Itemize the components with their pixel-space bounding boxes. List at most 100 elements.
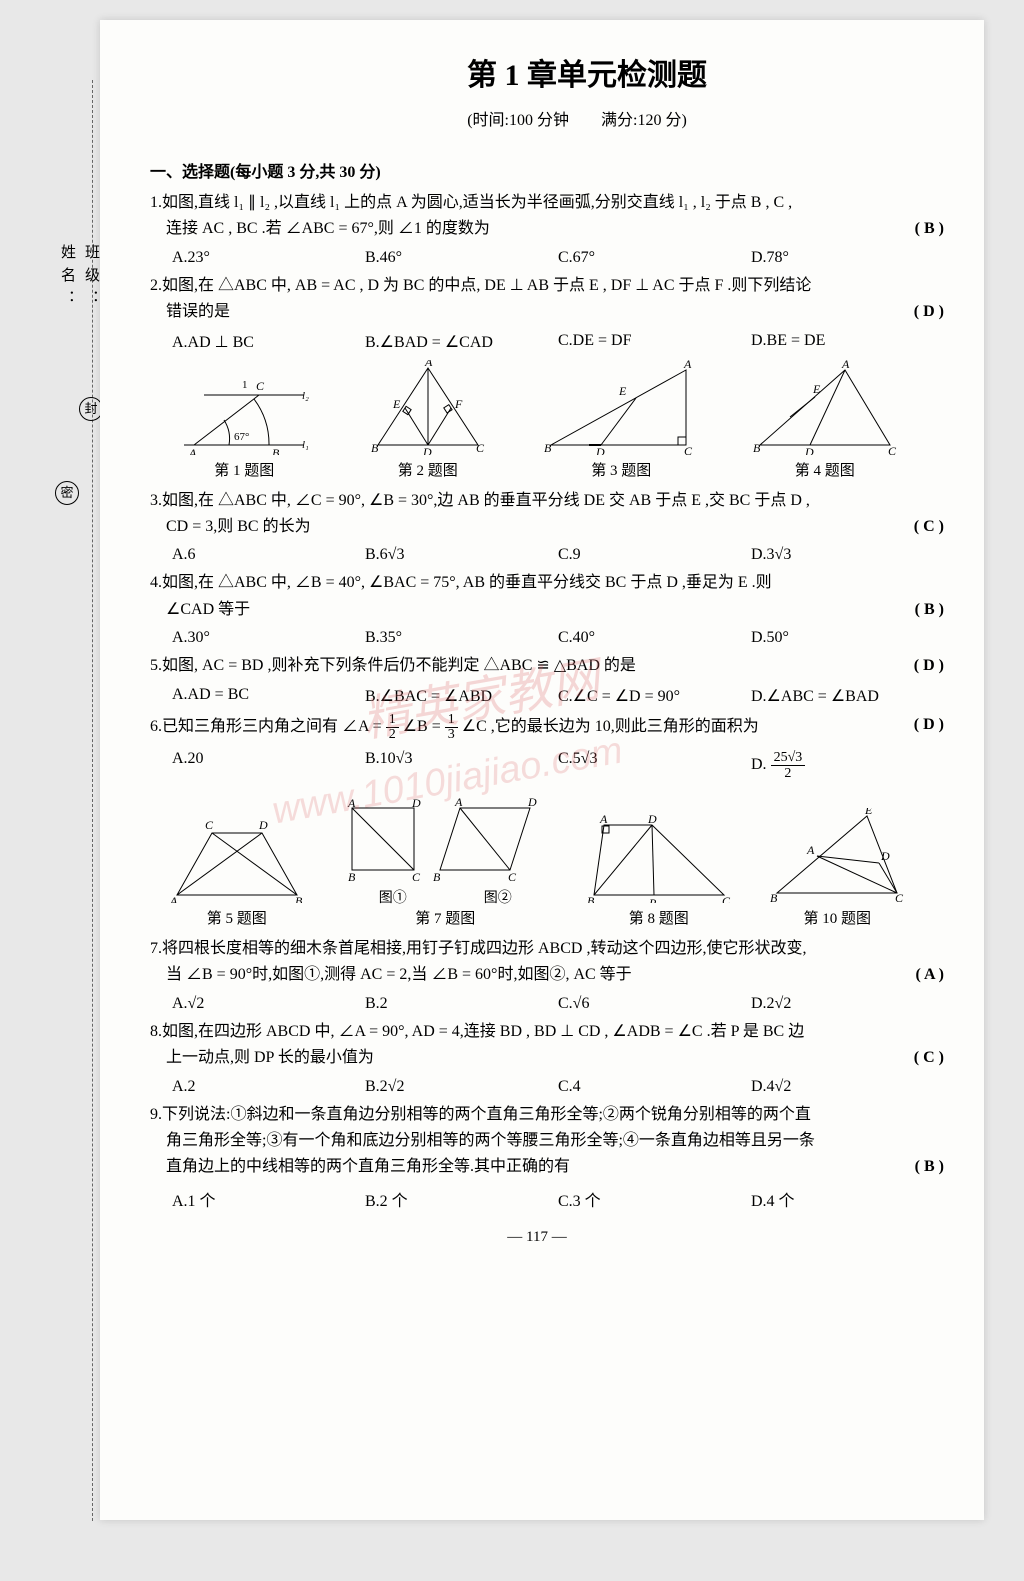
q2-line1: 2.如图,在 △ABC 中, AB = AC , D 为 BC 的中点, DE … [150, 273, 944, 299]
q3-opt-c: C.9 [558, 546, 751, 564]
q4-opt-b: B.35° [365, 629, 558, 647]
fig-q10: B C E A D 第 10 题图 [767, 808, 907, 928]
fig-q5-caption: 第 5 题图 [167, 907, 307, 928]
fig-q7: A D B C A D B C 图① 图② 第 7 题图 [340, 793, 550, 928]
svg-text:C: C [256, 379, 265, 393]
q5-opt-c: C.∠C = ∠D = 90° [558, 686, 751, 706]
q6-frac2-d: 3 [445, 727, 458, 742]
q7-opt-b: B.2 [365, 995, 558, 1013]
q6-answer: ( D ) [914, 712, 944, 738]
q6: 6.已知三角形三内角之间有 ∠A = 12 ∠B = 13 ∠C ,它的最长边为… [150, 712, 944, 743]
fig-q3: A B C D E 第 3 题图 [541, 360, 701, 480]
q5-line1: 5.如图, AC = BD ,则补充下列条件后仍不能判定 △ABC ≌ △BAD… [150, 657, 636, 674]
section-1-head: 一、选择题(每小题 3 分,共 30 分) [150, 158, 944, 182]
q4-line2: ∠CAD 等于 [166, 601, 250, 618]
q2-opt-a: A.AD ⊥ BC [172, 332, 365, 352]
q6-opt-b: B.10√3 [365, 750, 558, 781]
svg-text:B: B [371, 441, 379, 455]
q3-opt-d: D.3√3 [751, 546, 944, 564]
q2-answer: ( D ) [914, 299, 944, 325]
fig-q1: A B C 67° 1 l₁ l₂ 第 1 题图 [174, 365, 314, 480]
svg-text:F: F [454, 397, 463, 411]
side-xingming: 姓名： [58, 244, 76, 313]
figures-row-2: A B C D 第 5 题图 A D B C A D B C [150, 793, 924, 928]
figures-row-1: A B C 67° 1 l₁ l₂ 第 1 题图 A B C D [150, 360, 924, 480]
q8-line1: 8.如图,在四边形 ABCD 中, ∠A = 90°, AD = 4,连接 BD… [150, 1019, 944, 1045]
q6-frac2-n: 1 [445, 712, 458, 728]
q1: 1.如图,直线 l₁ ∥ l₂ ,以直线 l₁ 上的点 A 为圆心,适当长为半径… [150, 190, 944, 243]
fig-q1-caption: 第 1 题图 [174, 459, 314, 480]
q8-opt-a: A.2 [172, 1078, 365, 1096]
side-banji: 班级： [82, 244, 100, 313]
svg-text:B: B [348, 870, 356, 883]
q7-opt-a: A.√2 [172, 995, 365, 1013]
q8-opt-b: B.2√2 [365, 1078, 558, 1096]
q1-opt-d: D.78° [751, 249, 944, 267]
q3-options: A.6 B.6√3 C.9 D.3√3 [172, 546, 944, 564]
q6-opt-c: C.5√3 [558, 750, 751, 781]
q8-opt-d: D.4√2 [751, 1078, 944, 1096]
q5-opt-b: B.∠BAC = ∠ABD [365, 686, 558, 706]
svg-text:A: A [806, 843, 815, 857]
q8-opt-c: C.4 [558, 1078, 751, 1096]
q6-frac1-n: 1 [386, 712, 399, 728]
fig-q3-svg: A B C D E [541, 360, 701, 455]
svg-text:67°: 67° [234, 431, 249, 443]
svg-text:C: C [412, 870, 421, 883]
svg-text:C: C [722, 894, 731, 903]
svg-text:B: B [770, 891, 778, 903]
q1-line1: 1.如图,直线 l₁ ∥ l₂ ,以直线 l₁ 上的点 A 为圆心,适当长为半径… [150, 190, 944, 216]
svg-text:A: A [683, 360, 692, 371]
fig-q2: A B C D E F 第 2 题图 [363, 360, 493, 480]
q4-options: A.30° B.35° C.40° D.50° [172, 629, 944, 647]
q9-opt-b: B.2 个 [365, 1187, 558, 1211]
q6-options: A.20 B.10√3 C.5√3 D. 25√32 [172, 750, 944, 781]
page: 精英家教网 www.1010jiajiao.com 第 1 章单元检测题 (时间… [100, 20, 984, 1520]
fig-q4-caption: 第 4 题图 [750, 459, 900, 480]
svg-text:C: C [205, 818, 214, 832]
q7-opt-d: D.2√2 [751, 995, 944, 1013]
q3-opt-b: B.6√3 [365, 546, 558, 564]
svg-text:l₁: l₁ [302, 439, 309, 451]
svg-text:A: A [599, 813, 608, 826]
q6-optd-n: 25√3 [771, 750, 806, 766]
fig-q7-cap-a: 图① [379, 887, 407, 907]
q2-options: A.AD ⊥ BC B.∠BAD = ∠CAD C.DE = DF D.BE =… [172, 332, 944, 352]
q5-answer: ( D ) [914, 653, 944, 679]
q9-line1: 9.下列说法:①斜边和一条直角边分别相等的两个直角三角形全等;②两个锐角分别相等… [150, 1102, 944, 1128]
svg-text:A: A [841, 360, 850, 371]
svg-text:E: E [618, 384, 627, 398]
q8-answer: ( C ) [914, 1045, 944, 1071]
q7-answer: ( A ) [916, 962, 944, 988]
q1-line2: 连接 AC , BC .若 ∠ABC = 67°,则 ∠1 的度数为 [166, 220, 490, 237]
svg-text:D: D [595, 445, 605, 455]
q9-opt-c: C.3 个 [558, 1187, 751, 1211]
q1-opt-a: A.23° [172, 249, 365, 267]
q5: 5.如图, AC = BD ,则补充下列条件后仍不能判定 △ABC ≌ △BAD… [150, 653, 944, 679]
q2-opt-b: B.∠BAD = ∠CAD [365, 332, 558, 352]
q7-opt-c: C.√6 [558, 995, 751, 1013]
q6-line1b: ∠B = [403, 718, 445, 735]
svg-text:C: C [684, 444, 693, 455]
fig-q2-svg: A B C D E F [363, 360, 493, 455]
svg-text:B: B [295, 894, 303, 903]
fig-q5: A B C D 第 5 题图 [167, 813, 307, 928]
svg-text:D: D [422, 445, 432, 455]
svg-text:D: D [804, 445, 814, 455]
q9-opt-d: D.4 个 [751, 1187, 944, 1211]
q6-optd-d: 2 [781, 766, 794, 781]
page-title: 第 1 章单元检测题 [230, 50, 944, 94]
svg-text:E: E [392, 397, 401, 411]
q9-opt-a: A.1 个 [172, 1187, 365, 1211]
svg-text:E: E [812, 382, 821, 396]
svg-text:D: D [647, 813, 657, 826]
q1-opt-b: B.46° [365, 249, 558, 267]
fig-q8-caption: 第 8 题图 [584, 907, 734, 928]
q1-opt-c: C.67° [558, 249, 751, 267]
q5-opt-a: A.AD = BC [172, 686, 365, 706]
q8: 8.如图,在四边形 ABCD 中, ∠A = 90°, AD = 4,连接 BD… [150, 1019, 944, 1072]
svg-text:B: B [272, 446, 280, 455]
q3-line2: CD = 3,则 BC 的长为 [166, 518, 311, 535]
q9-line2: 角三角形全等;③有一个角和底边分别相等的两个等腰三角形全等;④一条直角边相等且另… [150, 1128, 944, 1154]
q6-line1a: 6.已知三角形三内角之间有 ∠A = [150, 718, 386, 735]
